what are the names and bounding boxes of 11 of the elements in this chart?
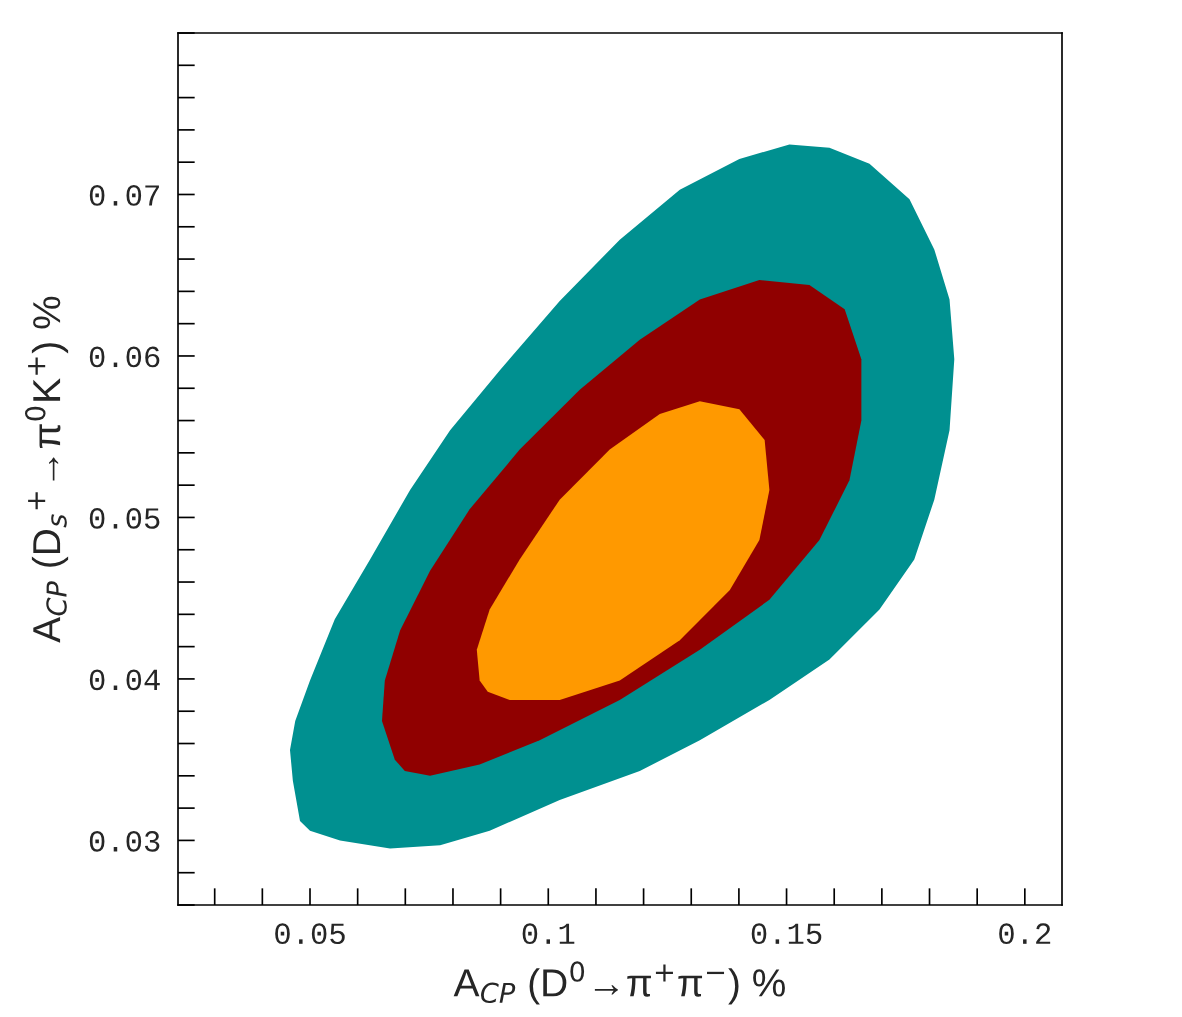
text: A$_{CP}$ (D$^{0}$→π$^{+}$π$^{−}$) % [453, 961, 785, 1005]
y-tick-label: 0.07 [89, 185, 159, 206]
x-tick-label: 0.2 [999, 923, 1051, 945]
y-tick-label: 0.06 [89, 346, 160, 368]
y-tick-label: 0.04 [89, 669, 160, 691]
y-tick-label: 0.03 [89, 831, 160, 852]
y-tick-label: 0.05 [89, 508, 160, 529]
x-tick-label: 0.1 [522, 923, 575, 945]
x-tick-label: 0.15 [751, 923, 822, 945]
x-tick-label: 0.05 [275, 923, 345, 945]
text: A$_{CP}$ (D$_{s}$$^{+}$→π$^{0}$K$^{+}$) % [24, 296, 69, 643]
